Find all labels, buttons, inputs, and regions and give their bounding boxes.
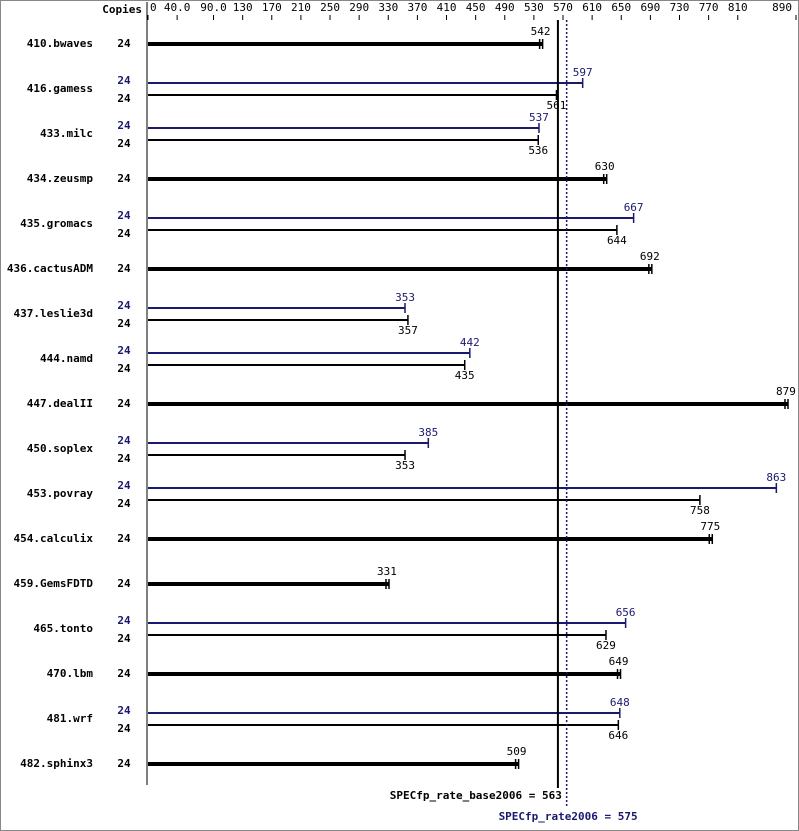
copies: 24 [117,344,131,357]
x-tick-label: 290 [349,1,369,14]
copies: 24 [117,479,131,492]
value-label: 357 [398,324,418,337]
value-label: 629 [596,639,616,652]
copies-header: Copies [102,3,142,16]
x-tick-label: 770 [699,1,719,14]
x-tick-label: 530 [524,1,544,14]
benchmark-name: 410.bwaves [27,37,93,50]
value-label: 442 [460,336,480,349]
base-metric-label: SPECfp_rate_base2006 = 563 [390,789,562,802]
benchmark-name: 447.dealII [27,397,93,410]
x-tick-label: 570 [553,1,573,14]
x-tick-label: 170 [262,1,282,14]
copies: 24 [117,722,131,735]
copies: 24 [117,74,131,87]
copies: 24 [117,532,131,545]
value-label: 509 [507,745,527,758]
benchmark-name: 435.gromacs [20,217,93,230]
benchmark-name: 433.milc [40,127,93,140]
benchmark-name: 470.lbm [47,667,94,680]
x-tick-label: 650 [611,1,631,14]
value-label: 353 [395,459,415,472]
value-label: 879 [776,385,796,398]
value-label: 775 [700,520,720,533]
copies: 24 [117,632,131,645]
copies: 24 [117,704,131,717]
copies: 24 [117,92,131,105]
x-tick-label: 410 [437,1,457,14]
x-tick-label: 810 [728,1,748,14]
value-label: 644 [607,234,627,247]
copies: 24 [117,577,131,590]
value-label: 331 [377,565,397,578]
value-label: 561 [547,99,567,112]
copies: 24 [117,172,131,185]
copies: 24 [117,299,131,312]
x-tick-label: 730 [670,1,690,14]
copies: 24 [117,434,131,447]
copies: 24 [117,497,131,510]
benchmark-name: 436.cactusADM [7,262,93,275]
value-label: 649 [609,655,629,668]
value-label: 537 [529,111,549,124]
benchmark-name: 465.tonto [33,622,93,635]
copies: 24 [117,452,131,465]
value-label: 435 [455,369,475,382]
value-label: 692 [640,250,660,263]
benchmark-name: 416.gamess [27,82,93,95]
value-label: 536 [528,144,548,157]
benchmark-name: 459.GemsFDTD [14,577,94,590]
copies: 24 [117,262,131,275]
value-label: 542 [531,25,551,38]
copies: 24 [117,119,131,132]
value-label: 667 [624,201,644,214]
x-tick-label: 40.0 [164,1,191,14]
value-label: 597 [573,66,593,79]
benchmark-name: 450.soplex [27,442,94,455]
benchmark-name: 481.wrf [47,712,93,725]
benchmark-name: 434.zeusmp [27,172,94,185]
x-tick-label: 370 [407,1,427,14]
x-tick-label: 490 [495,1,515,14]
value-label: 385 [418,426,438,439]
value-label: 656 [616,606,636,619]
benchmark-name: 437.leslie3d [14,307,93,320]
copies: 24 [117,37,131,50]
x-tick-label: 210 [291,1,311,14]
value-label: 648 [610,696,630,709]
value-label: 863 [766,471,786,484]
x-tick-label: 690 [640,1,660,14]
value-label: 646 [608,729,628,742]
x-tick-label: 130 [233,1,253,14]
peak-metric-label: SPECfp_rate2006 = 575 [499,810,638,823]
copies: 24 [117,614,131,627]
x-tick-label: 0 [150,1,157,14]
value-label: 630 [595,160,615,173]
copies: 24 [117,209,131,222]
x-tick-label: 90.0 [200,1,227,14]
benchmark-name: 454.calculix [14,532,94,545]
x-tick-label: 450 [466,1,486,14]
benchmark-name: 453.povray [27,487,94,500]
copies: 24 [117,137,131,150]
x-tick-label: 890 [772,1,792,14]
x-tick-label: 610 [582,1,602,14]
copies: 24 [117,397,131,410]
benchmark-name: 482.sphinx3 [20,757,93,770]
x-tick-label: 250 [320,1,340,14]
copies: 24 [117,362,131,375]
copies: 24 [117,227,131,240]
benchmark-name: 444.namd [40,352,93,365]
copies: 24 [117,667,131,680]
value-label: 758 [690,504,710,517]
x-tick-label: 330 [378,1,398,14]
value-label: 353 [395,291,415,304]
copies: 24 [117,757,131,770]
copies: 24 [117,317,131,330]
